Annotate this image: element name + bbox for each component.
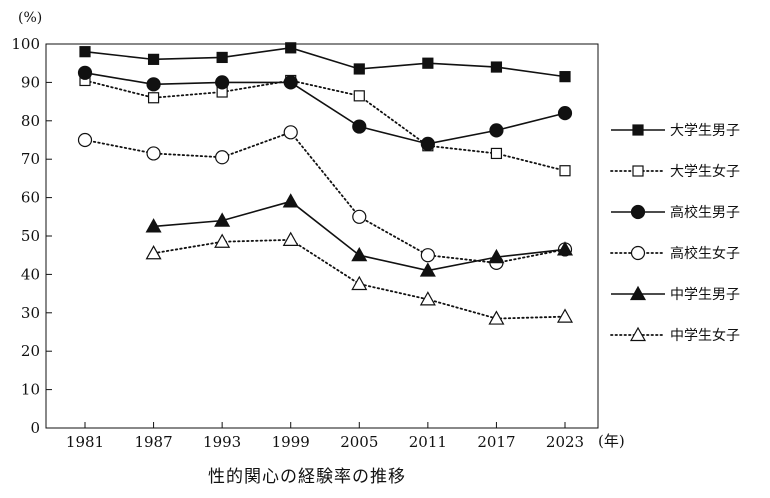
- x-tick-label: 1999: [272, 433, 310, 451]
- data-point-square: [353, 90, 365, 102]
- data-point-square: [559, 71, 571, 83]
- data-point-triangle: [145, 245, 162, 260]
- data-point-square: [147, 92, 160, 104]
- x-tick-label: 1993: [203, 433, 241, 451]
- data-point-triangle: [556, 241, 574, 256]
- series-line: [84, 72, 566, 145]
- data-point-circle: [146, 77, 161, 92]
- data-point-square: [285, 42, 297, 54]
- data-point-square: [422, 57, 434, 69]
- data-point-circle: [557, 106, 573, 121]
- y-tick-label: 80: [21, 112, 40, 130]
- data-point-triangle: [214, 212, 231, 227]
- data-point-circle: [352, 119, 367, 134]
- data-point-circle: [630, 204, 646, 220]
- data-point-circle: [489, 123, 504, 138]
- y-tick-label: 100: [11, 35, 40, 53]
- y-tick-label: 60: [21, 189, 40, 207]
- x-tick-label: 2005: [340, 433, 378, 451]
- data-point-square: [147, 53, 160, 65]
- x-tick-label: 2017: [477, 433, 515, 451]
- data-point-circle: [215, 150, 230, 165]
- y-tick-label: 0: [30, 419, 40, 437]
- data-point-triangle: [282, 193, 299, 208]
- series-3: [77, 65, 573, 151]
- data-point-triangle: [488, 310, 505, 325]
- data-point-triangle: [629, 285, 647, 301]
- data-point-square: [632, 124, 644, 136]
- data-point-circle: [420, 248, 435, 263]
- legend-label: 高校生男子: [670, 204, 740, 221]
- data-point-triangle: [629, 326, 647, 342]
- data-point-triangle: [282, 231, 299, 246]
- data-point-circle: [77, 132, 93, 148]
- chart-title: 性的関心の経験率の推移: [208, 467, 406, 487]
- legend-item: 中学生男子: [611, 285, 740, 303]
- legend-label: 大学生女子: [670, 163, 740, 180]
- data-point-circle: [283, 125, 298, 140]
- data-point-circle: [630, 245, 646, 261]
- x-tick-label: 2023: [546, 433, 584, 451]
- legend-item: 高校生男子: [611, 204, 740, 221]
- legend-label: 中学生女子: [670, 327, 740, 344]
- y-tick-label: 30: [21, 304, 40, 322]
- data-point-triangle: [488, 248, 505, 264]
- data-point-square: [353, 63, 365, 75]
- x-tick-label: 1987: [134, 433, 172, 451]
- data-point-square: [490, 147, 503, 160]
- series-1: [79, 42, 571, 83]
- y-axis-ticks: 0 10 20 30 40 50 60 70 80 90 100: [11, 35, 52, 437]
- legend-item: 中学生女子: [610, 326, 740, 344]
- series-line: [84, 47, 566, 78]
- data-point-triangle: [556, 308, 574, 323]
- x-tick-label: 2011: [409, 433, 447, 451]
- y-axis-unit: (%): [18, 10, 43, 26]
- x-tick-label: 1981: [66, 433, 104, 451]
- y-tick-label: 40: [21, 265, 40, 283]
- legend-item: 大学生女子: [610, 163, 740, 180]
- legend-label: 高校生女子: [670, 245, 740, 262]
- legend-item: 大学生男子: [611, 123, 740, 139]
- data-point-square: [216, 51, 228, 64]
- data-point-square: [632, 165, 644, 177]
- data-point-square: [79, 46, 91, 58]
- data-point-circle: [146, 146, 161, 161]
- data-point-triangle: [419, 291, 436, 306]
- data-point-circle: [215, 75, 230, 90]
- data-point-triangle: [419, 262, 436, 277]
- data-point-triangle: [214, 233, 231, 248]
- data-point-circle: [420, 136, 435, 151]
- y-tick-label: 50: [21, 227, 40, 245]
- x-axis-ticks: 1981 1987 1993 1999 2005 2011 2017 2023: [66, 422, 584, 451]
- series-6: [145, 231, 574, 325]
- series-line: [84, 131, 566, 264]
- data-point-triangle: [351, 246, 368, 262]
- y-tick-label: 10: [21, 381, 40, 399]
- y-tick-label: 70: [21, 150, 40, 168]
- data-point-square: [490, 61, 503, 73]
- data-point-triangle: [145, 218, 162, 233]
- series-line: [84, 79, 566, 172]
- legend-label: 大学生男子: [670, 123, 740, 139]
- series-5: [145, 193, 574, 277]
- data-point-circle: [77, 65, 93, 80]
- y-tick-label: 90: [21, 73, 40, 91]
- y-tick-label: 20: [21, 342, 40, 360]
- legend-label: 中学生男子: [670, 287, 740, 303]
- data-point-square: [559, 165, 571, 177]
- legend-item: 高校生女子: [610, 245, 740, 262]
- data-point-triangle: [351, 275, 368, 291]
- x-axis-unit: (年): [598, 432, 625, 450]
- data-point-circle: [283, 75, 298, 90]
- series-layer: [77, 42, 574, 325]
- data-point-circle: [352, 209, 367, 224]
